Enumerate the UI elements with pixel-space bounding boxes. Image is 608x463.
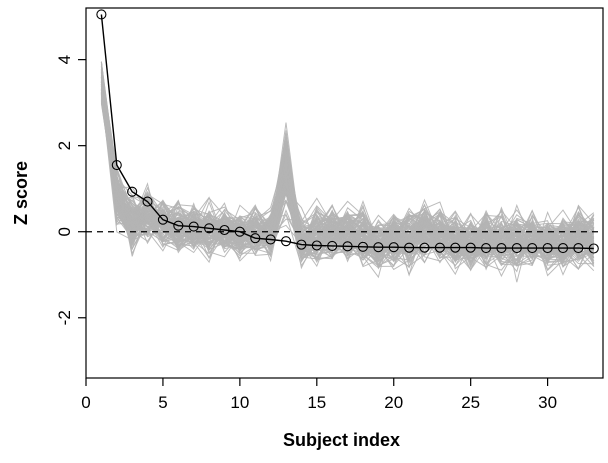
- background-series-line: [100, 91, 595, 268]
- background-series-line: [100, 81, 595, 269]
- x-tick-label: 20: [384, 393, 403, 412]
- data-point-marker: [419, 242, 430, 253]
- x-tick-label: 30: [538, 393, 557, 412]
- data-point-marker: [481, 243, 492, 254]
- background-series-line: [100, 72, 594, 260]
- data-point-marker: [188, 221, 199, 232]
- data-point-marker: [342, 241, 353, 252]
- y-axis-title: Z score: [11, 161, 31, 225]
- background-series-line: [100, 69, 594, 267]
- background-series-line: [100, 71, 595, 258]
- data-point-marker: [142, 196, 153, 207]
- background-series-line: [100, 65, 595, 266]
- data-point-marker: [173, 220, 184, 231]
- data-point-marker: [296, 239, 307, 250]
- data-point-marker: [465, 242, 476, 253]
- data-point-marker: [573, 243, 584, 254]
- data-point-marker: [111, 159, 122, 171]
- data-point-marker: [280, 236, 292, 247]
- data-point-marker: [450, 242, 461, 253]
- data-point-marker: [250, 233, 261, 244]
- x-tick-label: 5: [158, 393, 167, 412]
- data-point-marker: [511, 243, 522, 254]
- data-point-marker: [265, 234, 276, 245]
- y-axis: -2 0 2 4: [55, 55, 86, 325]
- data-point-marker: [404, 242, 415, 253]
- data-point-marker: [388, 242, 399, 253]
- data-point-marker: [157, 214, 168, 225]
- x-axis: 0 5 10 15 20 25 30: [81, 378, 557, 412]
- data-point-marker: [219, 224, 230, 236]
- data-point-marker: [234, 226, 245, 237]
- x-tick-label: 10: [230, 393, 249, 412]
- data-point-marker: [527, 243, 538, 254]
- x-tick-label: 15: [307, 393, 326, 412]
- data-point-marker: [588, 243, 599, 254]
- data-point-marker: [357, 241, 369, 252]
- data-point-marker: [204, 223, 215, 234]
- data-point-marker: [127, 186, 138, 197]
- plot-frame: [85, 7, 604, 379]
- data-point-marker: [434, 242, 445, 253]
- y-tick-label: 2: [55, 141, 74, 150]
- background-series-line: [100, 89, 595, 271]
- data-point-marker: [327, 240, 338, 251]
- y-tick-label: 4: [55, 55, 74, 64]
- y-tick-label: -2: [55, 310, 74, 325]
- background-series-group: [100, 61, 595, 283]
- background-series-line: [100, 82, 595, 266]
- data-point-marker: [311, 240, 322, 251]
- data-point-marker: [557, 243, 569, 254]
- data-point-marker: [373, 242, 384, 253]
- y-tick-label: 0: [55, 227, 74, 236]
- x-axis-title: Subject index: [283, 430, 400, 450]
- main-series-line: [100, 14, 594, 250]
- x-tick-label: 0: [81, 393, 90, 412]
- x-tick-label: 25: [461, 393, 480, 412]
- main-series-group: [96, 9, 599, 254]
- data-point-marker: [96, 9, 107, 20]
- data-point-marker: [542, 243, 553, 254]
- data-point-marker: [496, 243, 507, 254]
